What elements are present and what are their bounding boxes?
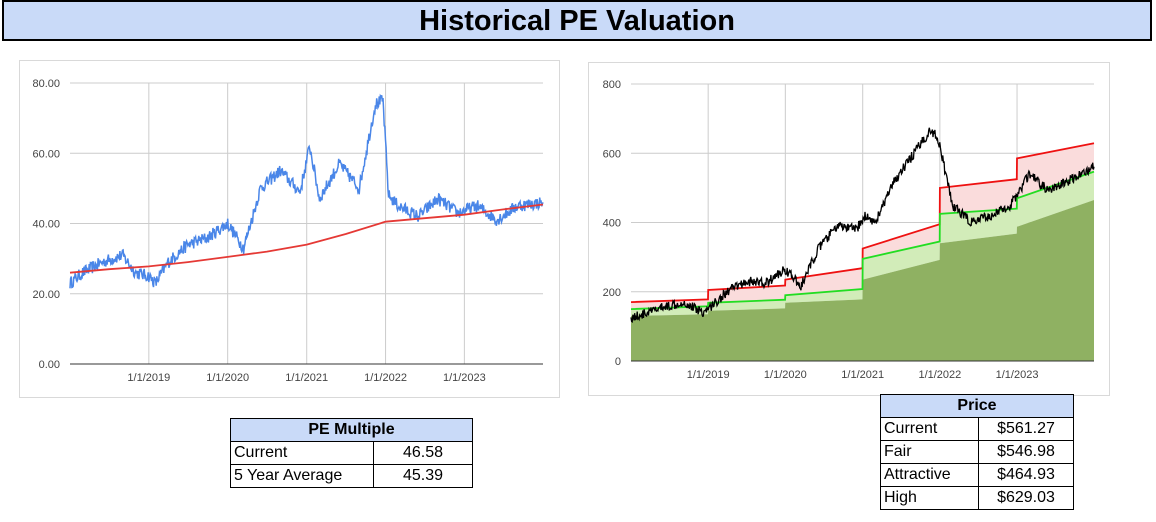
x-tick-label: 1/1/2021 bbox=[285, 372, 328, 384]
price-row-label: Attractive bbox=[880, 463, 979, 487]
pe-row-label: 5 Year Average bbox=[230, 464, 374, 488]
page-title-banner: Historical PE Valuation bbox=[2, 0, 1152, 41]
y-tick-label: 800 bbox=[603, 79, 621, 91]
fair-value-line bbox=[630, 170, 1095, 310]
price-row-value: $561.27 bbox=[978, 417, 1074, 441]
x-tick-label: 1/1/2023 bbox=[996, 369, 1039, 381]
x-tick-label: 1/1/2022 bbox=[364, 372, 407, 384]
pe-row-value: 46.58 bbox=[373, 441, 473, 465]
table-row: Attractive $464.93 bbox=[880, 463, 1074, 487]
x-tick-label: 1/1/2023 bbox=[443, 372, 486, 384]
x-tick-label: 1/1/2020 bbox=[206, 372, 249, 384]
pe-multiple-series-line bbox=[69, 93, 544, 289]
pe-multiple-table: PE Multiple Current 46.58 5 Year Average… bbox=[230, 418, 473, 488]
x-tick-label: 1/1/2019 bbox=[127, 372, 170, 384]
y-tick-label: 40.00 bbox=[32, 219, 60, 231]
table-row: Current 46.58 bbox=[230, 441, 473, 465]
pe-multiple-chart: 0.00 20.00 40.00 60.00 80.00 1/1/2019 1/1/2020… bbox=[19, 60, 560, 398]
price-row-value: $464.93 bbox=[978, 463, 1074, 487]
price-valuation-chart-svg: 0 200 400 600 800 1/1/2019 1/1/2020 1/1/2021 1/1… bbox=[603, 79, 1095, 381]
price-row-value: $546.98 bbox=[978, 440, 1074, 464]
price-table: Price Current $561.27 Fair $546.98 Attra… bbox=[880, 394, 1074, 510]
pe-row-value: 45.39 bbox=[373, 464, 473, 488]
x-tick-label: 1/1/2022 bbox=[918, 369, 961, 381]
pe-average-series-line bbox=[69, 203, 544, 274]
x-tick-label: 1/1/2019 bbox=[687, 369, 730, 381]
price-row-value: $629.03 bbox=[978, 486, 1074, 510]
y-tick-label: 600 bbox=[603, 148, 621, 160]
x-tick-label: 1/1/2020 bbox=[764, 369, 807, 381]
price-valuation-chart: 0 200 400 600 800 1/1/2019 1/1/2020 1/1/2021 1/1… bbox=[588, 62, 1110, 396]
y-tick-label: 0 bbox=[615, 356, 621, 368]
y-tick-label: 400 bbox=[603, 218, 621, 230]
table-row: High $629.03 bbox=[880, 486, 1074, 510]
y-tick-label: 80.00 bbox=[32, 78, 60, 90]
price-row-label: Current bbox=[880, 417, 979, 441]
table-row: Fair $546.98 bbox=[880, 440, 1074, 464]
x-tick-label: 1/1/2021 bbox=[841, 369, 884, 381]
table-row: 5 Year Average 45.39 bbox=[230, 464, 473, 488]
page-title: Historical PE Valuation bbox=[419, 5, 735, 37]
attractive-area bbox=[631, 200, 1094, 361]
y-tick-label: 200 bbox=[603, 287, 621, 299]
pe-row-label: Current bbox=[230, 441, 374, 465]
price-row-label: Fair bbox=[880, 440, 979, 464]
y-tick-label: 20.00 bbox=[32, 289, 60, 301]
price-table-header: Price bbox=[880, 394, 1074, 418]
pe-multiple-chart-svg: 0.00 20.00 40.00 60.00 80.00 1/1/2019 1/1/2020… bbox=[32, 78, 544, 384]
price-series-line bbox=[630, 127, 1095, 323]
pe-table-header: PE Multiple bbox=[230, 418, 473, 442]
table-row: Current $561.27 bbox=[880, 417, 1074, 441]
y-tick-label: 60.00 bbox=[32, 148, 60, 160]
high-band-area bbox=[631, 143, 1094, 310]
y-tick-label: 0.00 bbox=[39, 359, 60, 371]
price-row-label: High bbox=[880, 486, 979, 510]
